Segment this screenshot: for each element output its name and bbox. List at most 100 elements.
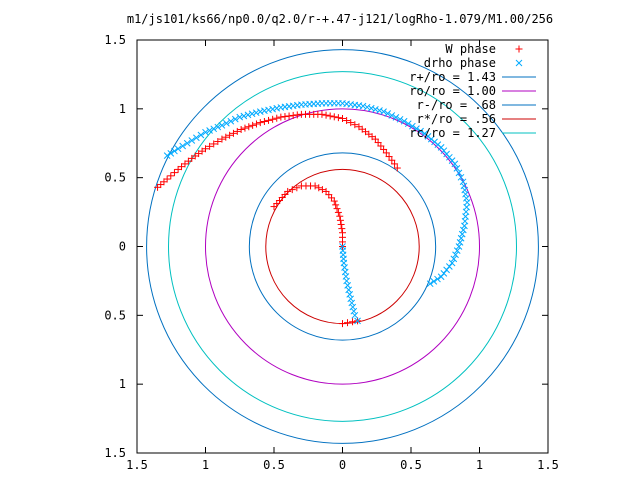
point-1	[171, 147, 178, 155]
legend-marker	[515, 59, 523, 67]
point-0	[322, 111, 330, 119]
y-tick-label: 1.5	[104, 446, 126, 460]
point-0	[351, 121, 359, 129]
point-1	[193, 134, 200, 142]
point-0	[237, 125, 245, 133]
point-0	[210, 140, 218, 148]
point-0	[252, 120, 260, 128]
reference-circles	[146, 49, 539, 444]
chart-title: m1/js101/ks66/np0.0/q2.0/r-+.47-j121/log…	[127, 12, 553, 26]
point-1	[244, 111, 252, 119]
point-1	[380, 108, 387, 115]
point-1	[343, 277, 350, 285]
point-0	[222, 133, 230, 141]
point-0	[334, 208, 342, 216]
legend-label: r*/ro = .56	[417, 112, 496, 126]
point-0	[229, 129, 237, 137]
point-1	[457, 173, 465, 181]
point-0	[249, 121, 257, 129]
point-1	[456, 239, 464, 246]
point-0	[337, 220, 345, 228]
point-0	[391, 160, 399, 168]
x-tick-label: 1.5	[126, 458, 148, 472]
circle-4	[168, 71, 517, 422]
point-1	[351, 311, 359, 319]
point-1	[363, 103, 371, 111]
point-0	[344, 319, 352, 327]
point-0	[336, 212, 344, 220]
point-1	[459, 226, 467, 234]
point-1	[462, 194, 470, 202]
point-1	[210, 125, 218, 133]
point-1	[183, 139, 191, 147]
axis-ticks: 1.5 1 0.5 0 0.5 1 1.51.510.500.511.5	[104, 33, 559, 472]
legend-label: r+/ro = 1.43	[409, 70, 496, 84]
point-1	[167, 149, 175, 157]
point-0	[339, 114, 346, 122]
point-0	[167, 172, 175, 180]
point-0	[265, 116, 273, 124]
y-tick-label: 0.5	[104, 171, 126, 185]
point-0	[245, 123, 253, 131]
point-1	[461, 186, 469, 194]
point-0	[338, 225, 346, 233]
y-tick-label: 1.5	[104, 33, 126, 47]
legend-label: r-/ro = .68	[417, 98, 496, 112]
point-0	[332, 201, 340, 209]
x-tick-label: 1	[476, 458, 483, 472]
point-1	[430, 278, 438, 285]
point-1	[367, 104, 375, 112]
point-0	[284, 187, 292, 195]
point-0	[226, 131, 234, 139]
point-1	[359, 102, 367, 110]
point-1	[388, 112, 396, 119]
point-0	[269, 115, 277, 123]
point-1	[417, 127, 424, 135]
y-tick-label: 0.5	[104, 308, 126, 322]
point-0	[311, 182, 319, 190]
point-0	[393, 164, 401, 172]
point-1	[413, 125, 420, 133]
legend-label: ro/ro = 1.00	[409, 84, 496, 98]
point-1	[345, 286, 353, 294]
point-1	[227, 117, 235, 125]
point-1	[261, 107, 268, 115]
point-1	[455, 169, 463, 177]
point-0	[289, 111, 297, 119]
point-1	[376, 107, 383, 114]
point-0	[233, 127, 241, 135]
point-1	[452, 251, 459, 259]
x-tick-label: 1.5	[537, 458, 559, 472]
point-1	[392, 114, 400, 121]
data-points	[154, 99, 471, 328]
point-1	[348, 299, 356, 307]
point-0	[315, 184, 323, 192]
point-1	[197, 131, 205, 139]
legend-marker	[515, 45, 523, 53]
point-1	[269, 105, 276, 113]
point-0	[343, 117, 351, 125]
point-1	[462, 190, 469, 198]
point-1	[256, 108, 264, 115]
point-0	[214, 138, 222, 146]
point-0	[293, 184, 301, 192]
point-0	[218, 135, 226, 143]
point-1	[223, 119, 230, 127]
point-0	[385, 153, 393, 161]
point-1	[347, 295, 355, 303]
circle-1	[205, 108, 480, 385]
point-0	[277, 113, 285, 121]
point-1	[248, 110, 256, 118]
x-tick-label: 0	[339, 458, 346, 472]
point-0	[202, 145, 209, 153]
point-0	[334, 114, 342, 122]
point-1	[252, 109, 260, 117]
point-1	[455, 243, 463, 250]
point-0	[330, 113, 338, 121]
y-tick-label: 1	[119, 377, 126, 391]
point-1	[206, 127, 213, 134]
point-1	[384, 110, 392, 117]
point-0	[318, 110, 326, 118]
point-0	[260, 117, 268, 125]
